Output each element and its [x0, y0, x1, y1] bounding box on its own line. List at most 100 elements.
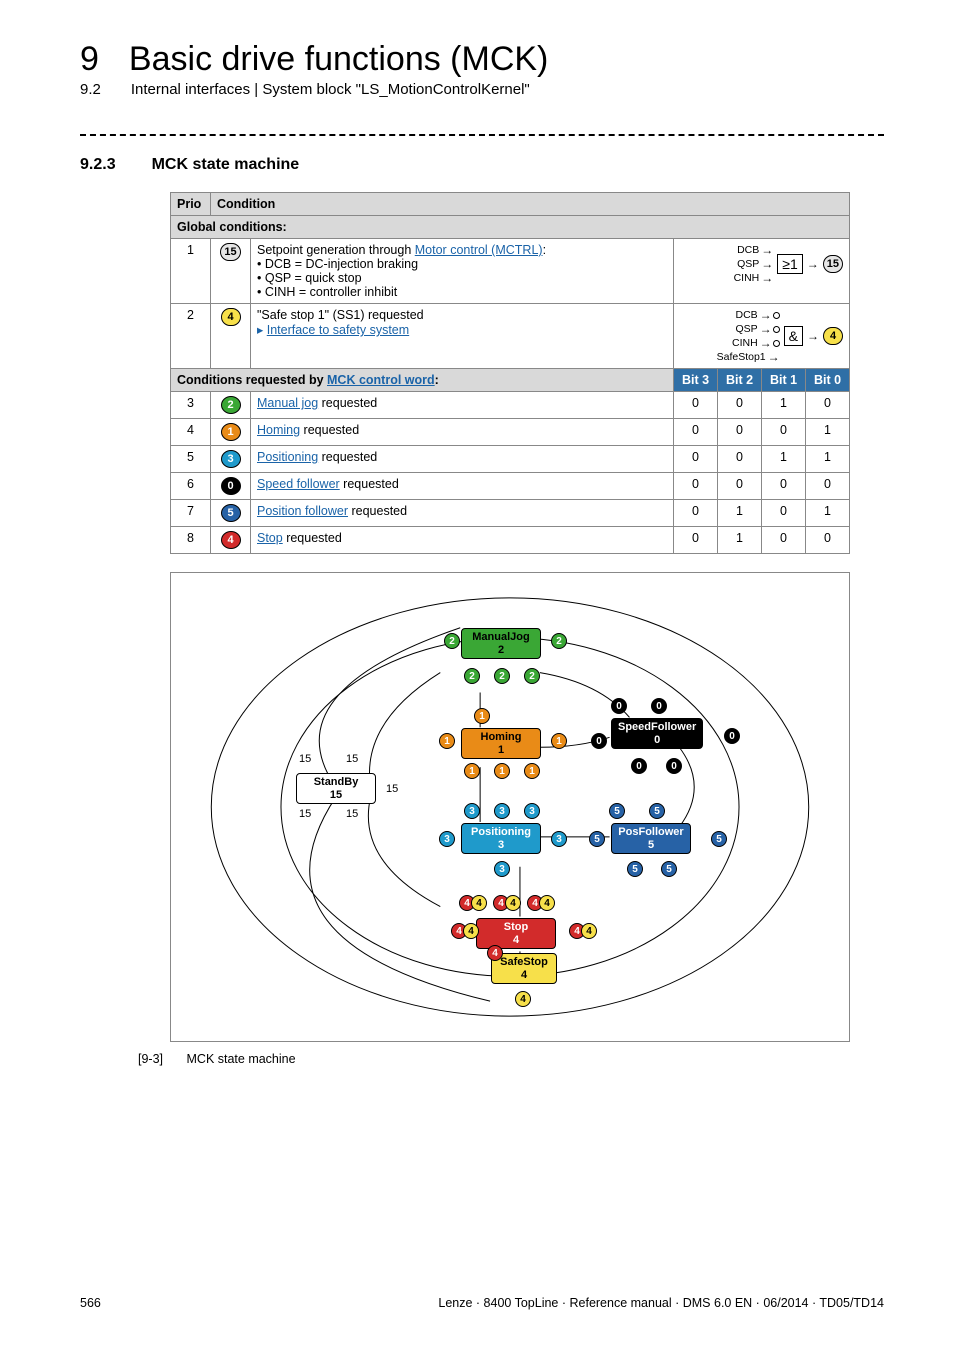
td-2b: 2	[551, 633, 567, 649]
r8b1: 0	[762, 527, 806, 554]
out-15: 15	[823, 255, 843, 273]
link-positioning[interactable]: Positioning	[257, 450, 318, 464]
r5b2: 0	[718, 446, 762, 473]
td-4ya: 4	[471, 895, 487, 911]
td-1b: 1	[439, 733, 455, 749]
td-0c: 0	[591, 733, 607, 749]
link-stop[interactable]: Stop	[257, 531, 283, 545]
r3b3: 0	[674, 392, 718, 419]
r7b3: 0	[674, 500, 718, 527]
td-4yf: 4	[515, 991, 531, 1007]
prio-1: 1	[171, 239, 211, 304]
sig-qsp: QSP	[737, 258, 759, 270]
prio-2: 2	[171, 304, 211, 369]
s6: requested	[340, 477, 399, 491]
p6: 6	[171, 473, 211, 500]
link-homing[interactable]: Homing	[257, 423, 300, 437]
td-1a: 1	[474, 708, 490, 724]
td-4rf: 4	[487, 945, 503, 961]
b1: • DCB = DC-injection braking	[257, 257, 418, 271]
p4: 4	[171, 419, 211, 446]
subsection-header: 9.2.3 MCK state machine	[80, 156, 884, 174]
state-manualjog: ManualJog2	[461, 628, 541, 659]
bdg8: 4	[221, 531, 241, 549]
cond-row-7: 7 5 Position follower requested 0 1 0 1	[171, 500, 850, 527]
td-0f: 0	[666, 758, 682, 774]
td-5c: 5	[589, 831, 605, 847]
cond-row-2: 2 4 "Safe stop 1" (SS1) requested ▸ Inte…	[171, 304, 850, 369]
chapter-title: Basic drive functions (MCK)	[129, 40, 548, 79]
mckpre: Conditions requested by	[177, 373, 327, 387]
r4b0: 1	[806, 419, 850, 446]
td-3d: 3	[439, 831, 455, 847]
td-0d: 0	[724, 728, 740, 744]
td-0b: 0	[651, 698, 667, 714]
bdg7: 5	[221, 504, 241, 522]
state-diagram: ManualJog2 Homing1 SpeedFollower0 StandB…	[170, 572, 850, 1042]
section-subheader: 9.2 Internal interfaces | System block "…	[80, 81, 884, 98]
r7b1: 0	[762, 500, 806, 527]
r5b3: 0	[674, 446, 718, 473]
state-stop: Stop4	[476, 918, 556, 949]
s5: requested	[318, 450, 377, 464]
s7: requested	[348, 504, 407, 518]
link-mck-control-word[interactable]: MCK control word	[327, 373, 435, 387]
link-mctrl[interactable]: Motor control (MCTRL)	[415, 243, 543, 257]
section-title: Internal interfaces | System block "LS_M…	[131, 81, 530, 98]
subsection-number: 9.2.3	[80, 156, 116, 174]
b2: • QSP = quick stop	[257, 271, 362, 285]
p7: 7	[171, 500, 211, 527]
gate-and: &	[784, 326, 803, 346]
td-2a: 2	[444, 633, 460, 649]
td-1c: 1	[551, 733, 567, 749]
global-conditions-label: Global conditions:	[171, 216, 850, 239]
r7b2: 1	[718, 500, 762, 527]
td-5b: 5	[649, 803, 665, 819]
s4: requested	[300, 423, 359, 437]
cond-row-1: 1 15 Setpoint generation through Motor c…	[171, 239, 850, 304]
text-2: "Safe stop 1" (SS1) requested ▸ Interfac…	[251, 304, 674, 369]
bit0-hdr: Bit 0	[806, 369, 850, 392]
td-15a: 15	[299, 753, 311, 765]
state-positioning: Positioning3	[461, 823, 541, 854]
r4b1: 0	[762, 419, 806, 446]
bdg6: 0	[221, 477, 241, 495]
sig-dcb: DCB	[737, 244, 759, 256]
link-safety[interactable]: Interface to safety system	[267, 323, 409, 337]
td-5d: 5	[711, 831, 727, 847]
sig-cinh: CINH	[734, 272, 760, 284]
link-speed-follower[interactable]: Speed follower	[257, 477, 340, 491]
separator-dash	[80, 134, 884, 136]
text-1: Setpoint generation through Motor contro…	[251, 239, 674, 304]
bdg5: 3	[221, 450, 241, 468]
s2b: QSP	[735, 323, 757, 335]
link-position-follower[interactable]: Position follower	[257, 504, 348, 518]
cond-row-8: 8 4 Stop requested 0 1 0 0	[171, 527, 850, 554]
mck-control-word-label: Conditions requested by MCK control word…	[171, 369, 674, 392]
td-3c: 3	[524, 803, 540, 819]
td-0e: 0	[631, 758, 647, 774]
cond-row-3: 3 2 Manual jog requested 0 0 1 0	[171, 392, 850, 419]
s2c: CINH	[732, 337, 758, 349]
td-1d: 1	[464, 763, 480, 779]
link-manual-jog[interactable]: Manual jog	[257, 396, 318, 410]
t1a: Setpoint generation through	[257, 243, 415, 257]
out-4y: 4	[823, 327, 843, 345]
td-15e: 15	[346, 808, 358, 820]
conditions-table: Prio Condition Global conditions: 1 15 S…	[170, 192, 850, 554]
col-prio: Prio	[171, 193, 211, 216]
td-5e: 5	[627, 861, 643, 877]
t1b: :	[543, 243, 546, 257]
state-homing: Homing1	[461, 728, 541, 759]
r4b2: 0	[718, 419, 762, 446]
chapter-number: 9	[80, 40, 99, 79]
td-1e: 1	[494, 763, 510, 779]
r2q: "Safe stop 1" (SS1) requested	[257, 308, 424, 322]
r3b0: 0	[806, 392, 850, 419]
state-speedfollower: SpeedFollower0	[611, 718, 703, 749]
td-4yd: 4	[463, 923, 479, 939]
badge-4y-icon: 4	[221, 308, 241, 326]
td-5f: 5	[661, 861, 677, 877]
r7b0: 1	[806, 500, 850, 527]
td-2c: 2	[464, 668, 480, 684]
